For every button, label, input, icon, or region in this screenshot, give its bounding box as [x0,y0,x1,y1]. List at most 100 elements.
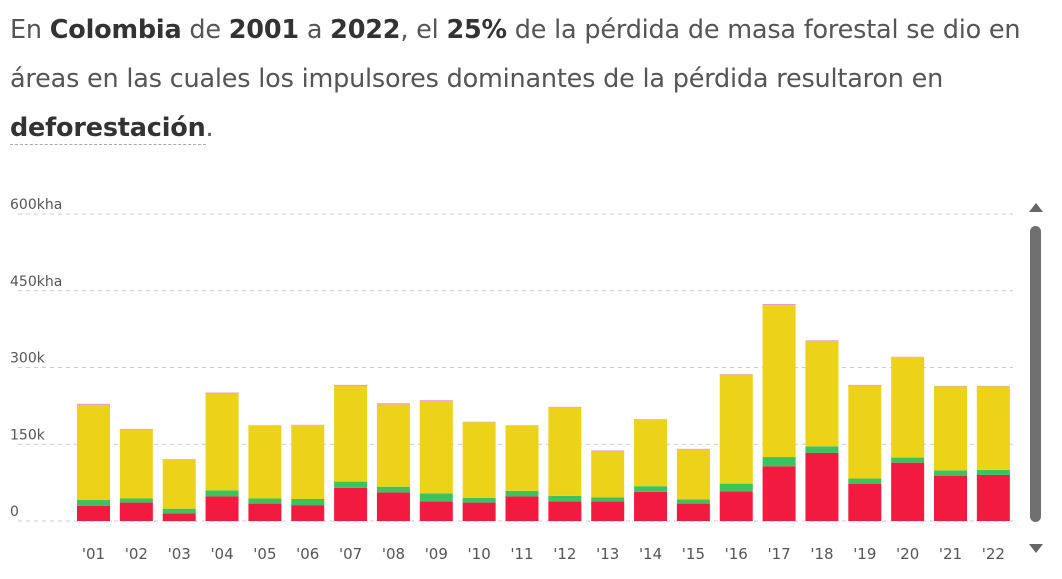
bar-segment-deforestation [719,491,753,521]
bar-segment-deforestation [77,505,110,521]
bar-segment-yellow [634,419,668,487]
bar-segment-yellow [162,459,196,509]
y-tick-label: 150k [10,427,46,443]
x-tick-label: '04 [210,545,233,563]
headline-percent: 25% [446,15,507,45]
bar-segment-deforestation [976,474,1010,521]
bar-segment-pink [848,384,882,386]
bar-segment-pink [548,406,582,408]
bar-segment-yellow [676,449,710,500]
bar-segment-green [119,498,153,503]
x-tick-label: '17 [767,545,790,563]
bar-segment-pink [419,400,453,402]
bar-segment-deforestation [805,452,839,521]
bar-segment-green [205,490,239,497]
bar-segment-yellow [805,341,839,447]
x-tick-label: '12 [553,545,576,563]
x-tick-label: '14 [639,545,662,563]
bar-segment-pink [334,384,368,386]
bar-segment-deforestation [119,502,153,521]
bar-segment-yellow [934,386,967,471]
x-tick-label: '03 [168,545,191,563]
bar-segment-deforestation [162,513,196,521]
bar-segment-yellow [762,305,796,458]
x-tick-label: '20 [896,545,919,563]
headline-text: de la pérdida de masa forestal se dio en… [10,15,1021,94]
bar-segment-yellow [462,422,496,498]
bar-segment-deforestation [248,503,282,521]
x-tick-label: '10 [468,545,491,563]
bar-segment-green [376,486,410,493]
bar-segment-pink [591,450,625,451]
bar-segment-green [848,478,882,484]
bar-segment-pink [77,403,110,405]
bar-segment-green [762,457,796,467]
bar-segment-pink [891,356,925,358]
bar-segment-pink [291,424,325,426]
bar-segment-pink [205,392,239,394]
bar-segment-pink [805,340,839,342]
bar-segment-green [548,495,582,502]
bar-segment-green [334,481,368,488]
headline-text: En [10,15,50,45]
headline-driver-link[interactable]: deforestación [10,113,206,145]
bar-segment-green [248,498,282,504]
bar-segment-green [462,497,496,503]
headline-country: Colombia [49,15,182,45]
x-tick-label: '18 [810,545,833,563]
bar-segment-yellow [205,393,239,491]
bar-segment-yellow [505,425,539,491]
bar-segment-deforestation [591,501,625,521]
bar-segment-deforestation [505,496,539,521]
bar-segment-green [719,483,753,492]
headline-text: , el [400,15,447,45]
triangle-down-icon[interactable] [1026,542,1046,556]
bar-segment-yellow [591,450,625,498]
x-tick-label: '22 [982,545,1005,563]
headline-text: . [205,113,214,143]
headline-year-end: 2022 [330,15,401,45]
bar-segment-deforestation [376,492,410,521]
bar-segment-deforestation [762,466,796,521]
bar-segment-deforestation [548,501,582,521]
x-tick-label: '09 [425,545,448,563]
triangle-up-icon[interactable] [1026,200,1046,214]
headline-text: de [181,15,229,45]
bar-segment-pink [119,428,153,430]
x-tick-label: '21 [939,545,962,563]
bar-segment-pink [762,304,796,306]
bar-segment-green [934,470,967,476]
scrollbar-thumb[interactable] [1030,226,1041,522]
x-tick-label: '07 [339,545,362,563]
y-tick-label: 0 [10,504,19,520]
bar-segment-green [891,457,925,463]
bar-segment-pink [634,419,668,420]
bar-segment-green [676,499,710,504]
bar-segment-deforestation [205,496,239,521]
bar-segment-pink [934,385,967,387]
bar-segment-deforestation [934,475,967,521]
bar-segment-pink [376,403,410,405]
bar-segment-deforestation [891,462,925,521]
bar-segment-pink [462,421,496,423]
x-tick-label: '13 [596,545,619,563]
headline: En Colombia de 2001 a 2022, el 25% de la… [10,6,1040,153]
x-tick-label: '15 [682,545,705,563]
bar-segment-yellow [248,425,282,499]
bar-segment-yellow [891,357,925,458]
y-tick-label: 600kha [10,197,62,213]
x-tick-label: '08 [382,545,405,563]
x-tick-label: '01 [82,545,105,563]
bar-segment-green [805,446,839,453]
bar-segment-yellow [548,407,582,496]
chart-scrollbar[interactable] [1026,198,1046,563]
x-tick-label: '02 [125,545,148,563]
bar-segment-yellow [291,425,325,499]
bar-segment-green [291,498,325,506]
bar-segment-yellow [119,429,153,499]
bar-segment-green [505,490,539,497]
bar-segment-yellow [376,404,410,487]
x-tick-label: '11 [510,545,533,563]
bar-segment-yellow [419,401,453,494]
bar-segment-yellow [334,385,368,482]
